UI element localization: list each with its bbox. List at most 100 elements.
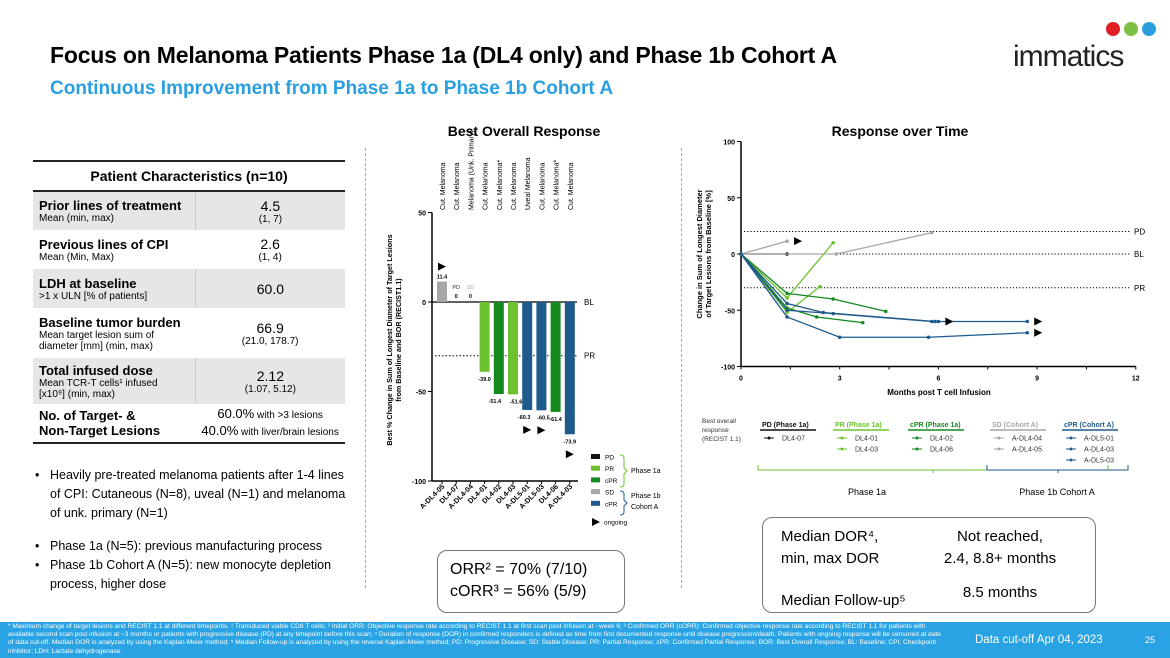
legend-marker — [997, 447, 1001, 451]
legend-group-label: Cohort A — [631, 504, 659, 511]
data-point — [930, 230, 934, 235]
legend-marker — [915, 436, 919, 440]
data-point — [1025, 319, 1030, 324]
bar — [508, 302, 518, 395]
phase1a-bracket — [619, 454, 628, 488]
logo-wordmark: immatics — [1013, 40, 1124, 73]
legend-caption: Best overall — [702, 418, 737, 425]
row-value: 60.0 — [256, 280, 284, 297]
legend-series-label: DL4-06 — [930, 447, 953, 454]
data-point — [785, 291, 789, 296]
ongoing-marker-icon — [945, 317, 954, 326]
data-point — [831, 297, 835, 301]
ongoing-marker-icon — [794, 237, 803, 246]
legend-marker — [840, 447, 844, 451]
row-label: Previous lines of CPI — [39, 236, 169, 252]
indication-label: Cut. Melanoma* — [554, 160, 561, 210]
y-tick-label: -50 — [416, 390, 426, 397]
legend-marker — [840, 436, 844, 440]
bar-chart-title: Best Overall Response — [447, 123, 601, 139]
data-label: -60.5 — [537, 415, 550, 421]
row-label: Baseline tumor burden — [39, 314, 181, 330]
legend-swatch — [591, 477, 600, 483]
bullet-item: Phase 1a (N=5): previous manufacturing p… — [35, 537, 355, 556]
legend-label: PD — [605, 455, 614, 462]
reference-label: BL — [1134, 250, 1144, 259]
row-label: Non-Target Lesions — [39, 423, 161, 438]
y-tick-label: 100 — [723, 140, 735, 147]
row-sublabel: Mean (Min, Max) — [39, 251, 115, 263]
y-tick-label: -100 — [721, 365, 735, 372]
legend-label: SD — [605, 490, 614, 497]
ongoing-marker-icon — [537, 426, 546, 435]
data-label: -51.4 — [489, 399, 502, 405]
row-sublabel: Mean TCR-T cells¹ infused [x10⁹] (min, m… — [39, 377, 158, 400]
row-value-text: with liver/brain lesions — [238, 427, 339, 438]
legend-group-label: Phase 1b — [631, 493, 661, 500]
indication-label: Melanoma (Unk. Primary) — [468, 130, 475, 210]
page-number: 25 — [1145, 635, 1156, 645]
legend-series-label: A-DL4-04 — [1012, 436, 1042, 443]
data-point — [739, 252, 743, 256]
dor-value: 2.4, 8.8+ months — [943, 550, 1057, 567]
y-axis-label: Best % Change in Sum of Longest Diameter… — [385, 234, 394, 445]
orr-box: ORR² = 70% (7/10) cORR³ = 56% (5/9) — [437, 550, 625, 613]
x-tick-label: 12 — [1132, 376, 1140, 383]
zero-tag: SD — [467, 285, 475, 291]
legend-swatch — [591, 500, 600, 506]
legend-label: PR — [605, 466, 614, 473]
legend-series-label: A-DL5-03 — [1084, 458, 1114, 465]
reference-label: PR — [1134, 284, 1145, 293]
dor-box: Median DOR⁴, min, max DOR Not reached, 2… — [762, 517, 1096, 613]
dor-label: Median DOR⁴, — [781, 528, 879, 545]
legend-label: cPR — [605, 478, 618, 485]
row-range: (1.07, 5.12) — [244, 383, 296, 395]
legend-caption: response — [702, 427, 729, 434]
followup-value: 8.5 months — [962, 584, 1038, 601]
legend-series-label: A-DL4-03 — [1084, 447, 1114, 454]
y-tick-label: 50 — [727, 196, 735, 203]
phase1b-bracket — [986, 465, 1129, 473]
series-line-a-dl4-05 — [740, 240, 788, 255]
row-sublabel: Mean target lesion sum of diameter [mm] … — [39, 329, 155, 352]
series-line-dl4-06 — [740, 253, 863, 324]
data-point — [785, 296, 789, 300]
reference-label: BL — [584, 298, 594, 307]
x-tick-label: 3 — [838, 376, 842, 383]
row-label: Total infused dose — [39, 362, 153, 378]
y-tick-label: 0 — [731, 252, 735, 259]
reference-label: PR — [584, 352, 595, 361]
y-tick-label: -100 — [412, 479, 426, 486]
series-line-dl4-02 — [740, 253, 886, 313]
legend-group-title: cPR (Cohort A) — [1064, 422, 1114, 429]
row-label: Prior lines of treatment — [39, 198, 182, 213]
x-tick-label: 6 — [936, 376, 940, 383]
table-row: Total infused dose Mean TCR-T cells¹ infu… — [33, 358, 345, 404]
legend-marker — [997, 436, 1001, 440]
page-title: Focus on Melanoma Patients Phase 1a (DL4… — [50, 42, 837, 68]
y-tick-label: 50 — [418, 211, 426, 218]
legend-marker — [915, 447, 919, 451]
row-value: 60.0% — [217, 406, 255, 421]
line-chart-title: Response over Time — [831, 123, 969, 139]
indication-label: Cut. Melanoma — [483, 162, 490, 210]
indication-label: Uveal Melanoma — [525, 157, 532, 210]
row-value: 4.5 — [260, 197, 281, 214]
bullet-item: Heavily pre-treated melanoma patients af… — [35, 466, 355, 523]
legend-series-label: DL4-07 — [782, 436, 805, 443]
legend-series-label: DL4-01 — [855, 436, 878, 443]
legend-swatch — [591, 465, 600, 471]
legend-series-label: DL4-03 — [855, 447, 878, 454]
patient-characteristics-table: Patient Characteristics (n=10) Prior lin… — [33, 160, 345, 444]
data-point — [785, 315, 789, 319]
data-point — [785, 301, 789, 306]
series-line-dl4-03 — [740, 253, 821, 314]
table-row: Baseline tumor burden Mean target lesion … — [33, 308, 345, 358]
data-point — [831, 311, 835, 316]
legend-marker — [1069, 436, 1073, 440]
bar — [479, 302, 490, 372]
reference-label: PD — [1134, 228, 1145, 237]
data-point — [1025, 330, 1030, 335]
bar — [564, 302, 575, 435]
legend-group-title: SD (Cohort A) — [992, 422, 1038, 429]
